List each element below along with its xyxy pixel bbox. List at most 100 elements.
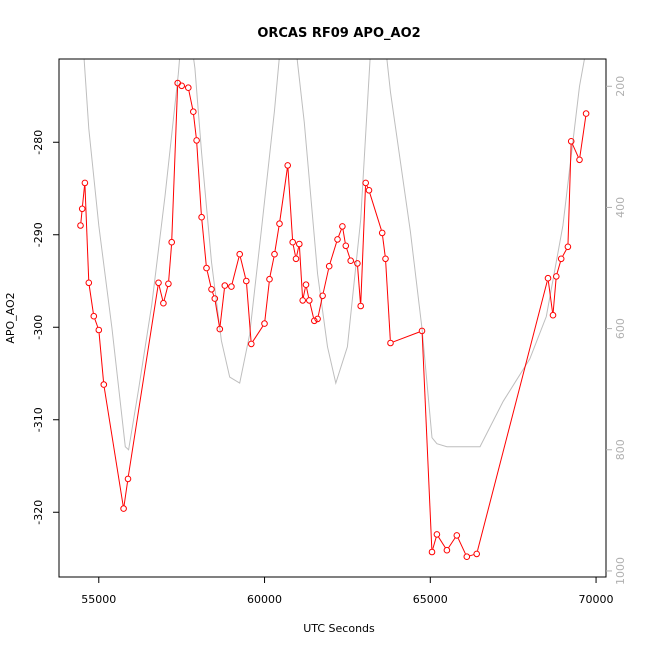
apo-point [342,242,350,250]
apo-series [77,79,590,561]
apo-point [211,295,219,302]
apo-point [100,381,108,388]
apo-line-segment [123,482,128,506]
apo-point [193,137,200,144]
apo-point [221,282,229,289]
apo-point [418,327,426,335]
apo-line-segment [369,193,382,230]
apo-line-segment [214,301,220,326]
apo-line-segment [196,143,202,215]
apo-line-segment [385,261,391,340]
apo-line-segment [306,287,310,298]
apo-line-segment [329,242,337,264]
apo-line-segment [547,281,553,313]
apo-line-segment [477,281,548,551]
apo-line-segment [269,257,275,277]
apo-line-segment [287,168,293,240]
apo-point [160,299,167,307]
apo-point [185,84,192,91]
apo-point [208,286,215,293]
apo-line-segment [219,288,225,326]
apo-line-segment [366,185,369,188]
y-tick-label: -300 [32,315,45,340]
apo-line-segment [302,287,306,298]
apo-line-segment [382,236,386,256]
apo-point [306,297,313,304]
apo-point [553,273,560,280]
apo-line-segment [98,333,104,382]
altitude-line [83,59,585,451]
y-axis-label: APO_AO2 [4,292,17,343]
y2-tick-label: 1000 [614,557,627,585]
apo-point [178,82,185,90]
apo-line-segment [82,186,85,206]
apo-line-segment [264,282,270,321]
apo-line-segment [299,247,303,298]
apo-point [289,238,297,246]
apo-line-segment [357,266,361,303]
apo-line-segment [322,269,329,293]
apo-point [243,277,250,285]
apo-point [296,240,303,248]
apo-point [325,262,333,270]
apo-point [261,320,268,327]
apo-point [165,280,172,288]
apo-point [453,532,461,539]
apo-line-segment [393,331,420,343]
apo-line-segment [346,248,351,258]
x-tick-label: 55000 [81,593,116,606]
apo-line-segment [309,303,314,318]
apo-point [155,279,162,287]
apo-line-segment [567,144,572,244]
x-axis: 55000 60000 65000 70000 [81,577,614,606]
apo-point [428,548,436,556]
apo-line-segment [279,168,288,221]
apo-point [378,229,386,237]
y-tick-label: -290 [32,222,45,247]
y2-tick-label: 600 [614,318,627,339]
apo-line-segment [338,229,342,237]
apo-point [198,213,205,221]
apo-point [284,162,292,169]
apo-line-segment [572,143,579,158]
apo-point [78,205,86,213]
apo-point [544,274,552,282]
apo-point [228,283,235,290]
apo-point [557,255,565,263]
y2-tick-label: 400 [614,197,627,218]
apo-point [236,250,243,258]
apo-line-segment [201,220,207,265]
apo-point [387,339,394,347]
apo-line-segment [206,271,212,287]
y-tick-label: -310 [32,407,45,432]
apo-point [365,187,373,194]
apo-point [120,505,127,512]
apo-line-segment [556,261,561,274]
apo-line-segment [552,279,557,313]
apo-point [582,110,590,117]
y2-tick-label: 200 [614,76,627,97]
right-y-axis: 200 400 600 800 1000 [606,76,627,585]
apo-point [339,223,346,230]
apo-line-segment [360,186,366,303]
apo-point [276,220,283,227]
x-tick-label: 70000 [579,593,614,606]
apo-line-segment [579,116,587,157]
apo-point [567,138,575,145]
apo-point [357,302,365,310]
apo-point [463,553,471,561]
x-tick-label: 60000 [247,593,282,606]
apo-point [216,325,224,333]
apo-point [576,156,583,164]
apo-line-segment [163,286,169,301]
apo-line-segment [193,114,197,138]
apo-line-segment [246,284,252,341]
apo-line-segment [448,537,456,548]
apo-line-segment [84,186,90,280]
apo-point [248,340,255,348]
apo-point [81,179,89,187]
apo-line-segment [158,285,164,301]
apo-line-segment [212,292,215,296]
apo-point [85,279,93,287]
